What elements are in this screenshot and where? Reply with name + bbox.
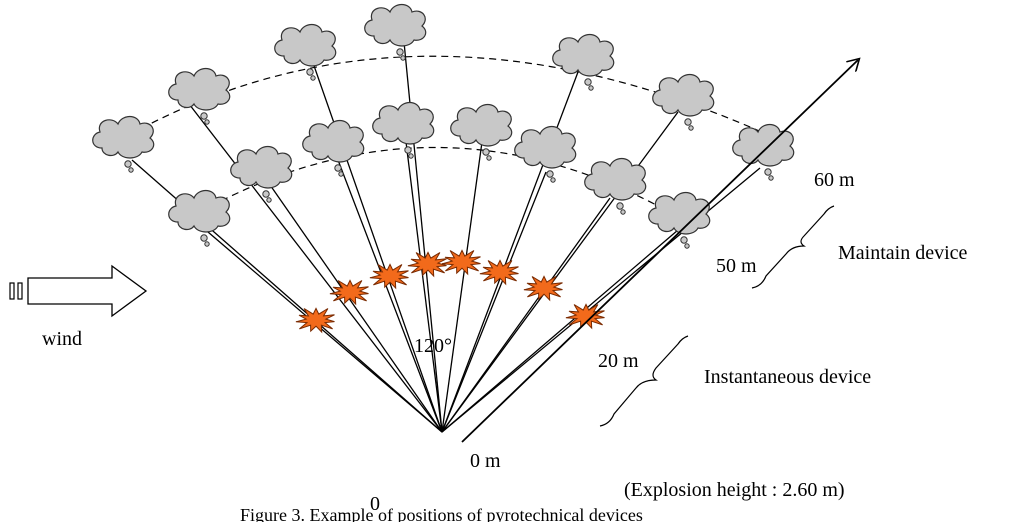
burst-icon	[369, 263, 409, 290]
smoke-cloud-icon	[302, 119, 365, 177]
burst-icon	[565, 303, 605, 330]
ray-line	[441, 167, 761, 433]
burst-icon	[407, 251, 447, 278]
smoke-cloud-icon	[230, 145, 293, 203]
wind-label: wind	[42, 328, 82, 350]
smoke-cloud-icon	[652, 73, 715, 131]
smoke-cloud-icon	[364, 3, 427, 61]
ray-line	[403, 41, 443, 433]
distance-0m-label: 0 m	[470, 450, 501, 472]
ray-line	[267, 181, 443, 433]
ray-line	[405, 141, 443, 433]
distance-20m-label: 20 m	[598, 350, 639, 372]
ray-line	[185, 99, 443, 433]
brace-instantaneous	[599, 335, 689, 427]
brace-maintain	[751, 205, 835, 289]
explosion-height-label: (Explosion height : 2.60 m)	[624, 479, 845, 501]
smoke-cloud-icon	[648, 191, 711, 249]
angle-label: 120°	[414, 335, 452, 357]
burst-icon	[479, 259, 519, 286]
burst-icon	[329, 279, 369, 306]
smoke-cloud-icon	[372, 101, 435, 159]
smoke-cloud-icon	[168, 67, 231, 125]
smoke-cloud-icon	[584, 157, 647, 215]
burst-icon	[295, 307, 335, 334]
ray-line	[441, 141, 483, 433]
ray-line	[441, 197, 611, 433]
smoke-cloud-icon	[274, 23, 337, 81]
figure-caption: Figure 3. Example of positions of pyrote…	[240, 505, 643, 522]
stray-digit: 0	[370, 493, 380, 515]
distance-50m-label: 50 m	[716, 255, 757, 277]
smoke-cloud-icon	[92, 115, 155, 173]
instantaneous-device-label: Instantaneous device	[704, 366, 871, 388]
wind-arrow-icon	[9, 264, 148, 318]
distance-60m-label: 60 m	[814, 169, 855, 191]
ray-line	[337, 159, 443, 433]
bursts	[295, 249, 605, 334]
maintain-device-label: Maintain device	[838, 242, 968, 264]
distance-axis-arrow	[461, 60, 858, 443]
ray-line	[207, 231, 443, 433]
burst-icon	[441, 249, 481, 276]
clouds	[92, 3, 795, 249]
burst-icon	[523, 275, 563, 302]
ray-line	[441, 171, 547, 433]
ray-line	[441, 229, 679, 433]
smoke-cloud-icon	[552, 33, 615, 91]
